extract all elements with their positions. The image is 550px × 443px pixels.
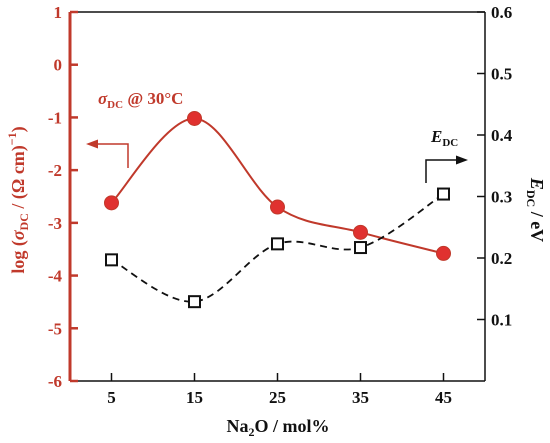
- x-axis-label-sub: 2: [249, 425, 255, 439]
- edc-data-point: [105, 253, 118, 267]
- left-y-axis-label-post: ): [8, 126, 29, 132]
- left-y-axis-label: log (σDC / (Ω cm)−1): [5, 126, 31, 273]
- left-y-axis-label-sub: DC: [17, 213, 31, 230]
- left-y-axis-label-sigma: σ: [8, 229, 28, 240]
- right-y-axis-label-rest: / eV: [527, 207, 547, 242]
- x-tick-label: 45: [435, 388, 452, 407]
- edc-annotation-arrow: [425, 155, 468, 183]
- left-y-axis-label-mid: / (Ω cm): [8, 145, 29, 213]
- sigma-annotation-sub: DC: [107, 99, 123, 111]
- left-tick-label: -2: [48, 161, 62, 180]
- right-tick-label: 0.4: [491, 126, 513, 145]
- x-axis-label-rest: O / mol%: [255, 416, 330, 436]
- right-tick-label: 0.6: [491, 3, 512, 22]
- x-axis-label-main: Na: [227, 416, 249, 436]
- left-tick-label: 1: [54, 3, 63, 22]
- left-tick-label: -5: [48, 319, 62, 338]
- left-tick-label: 0: [54, 56, 63, 75]
- x-tick-label: 5: [107, 388, 116, 407]
- edc-series-points: [105, 187, 450, 309]
- left-y-axis-label-sup: −1: [5, 132, 19, 145]
- edc-data-point: [437, 187, 450, 201]
- edc-data-point: [271, 237, 284, 251]
- edc-data-point: [354, 241, 367, 255]
- sigma-data-point: [436, 245, 451, 261]
- x-tick-label: 15: [186, 388, 203, 407]
- left-y-axis-label-pre: log (: [8, 240, 29, 274]
- right-tick-label: 0.2: [491, 249, 512, 268]
- right-y-axis-ticks: 0.1 0.2 0.3 0.4 0.5 0.6: [477, 3, 513, 330]
- x-axis-label: Na2O / mol%: [227, 416, 330, 439]
- sigma-data-point: [104, 195, 119, 211]
- edc-annotation-main: E: [430, 127, 442, 146]
- left-tick-label: -3: [48, 214, 62, 233]
- edc-data-point: [188, 295, 201, 309]
- left-tick-label: -4: [48, 267, 63, 286]
- edc-annotation-sub: DC: [442, 137, 458, 149]
- left-tick-label: -1: [48, 108, 62, 127]
- sigma-series-points: [104, 110, 451, 261]
- x-axis-ticks: 5 15 25 35 45: [107, 373, 452, 407]
- sigma-series-line: [110, 117, 444, 255]
- x-tick-label: 25: [269, 388, 286, 407]
- right-y-axis-label: EDC / eV: [524, 177, 547, 242]
- left-tick-label: -6: [48, 372, 62, 391]
- sigma-data-point: [353, 224, 368, 240]
- right-tick-label: 0.3: [491, 188, 512, 207]
- x-tick-label: 35: [352, 388, 369, 407]
- right-y-axis-label-sub: DC: [524, 190, 538, 207]
- left-y-axis-ticks: -6 -5 -4 -3 -2 -1 0 1: [48, 3, 78, 391]
- sigma-annotation-sigma: σ: [98, 89, 108, 108]
- sigma-data-point: [270, 199, 285, 215]
- sigma-annotation-arrow: [86, 139, 129, 168]
- sigma-data-point: [187, 110, 202, 126]
- sigma-annotation: σDC @ 30°C: [98, 89, 183, 111]
- right-tick-label: 0.1: [491, 311, 512, 330]
- right-tick-label: 0.5: [491, 65, 512, 84]
- right-y-axis-label-main: E: [527, 177, 547, 190]
- sigma-annotation-rest: @ 30°C: [123, 89, 183, 108]
- edc-annotation: EDC: [430, 127, 458, 149]
